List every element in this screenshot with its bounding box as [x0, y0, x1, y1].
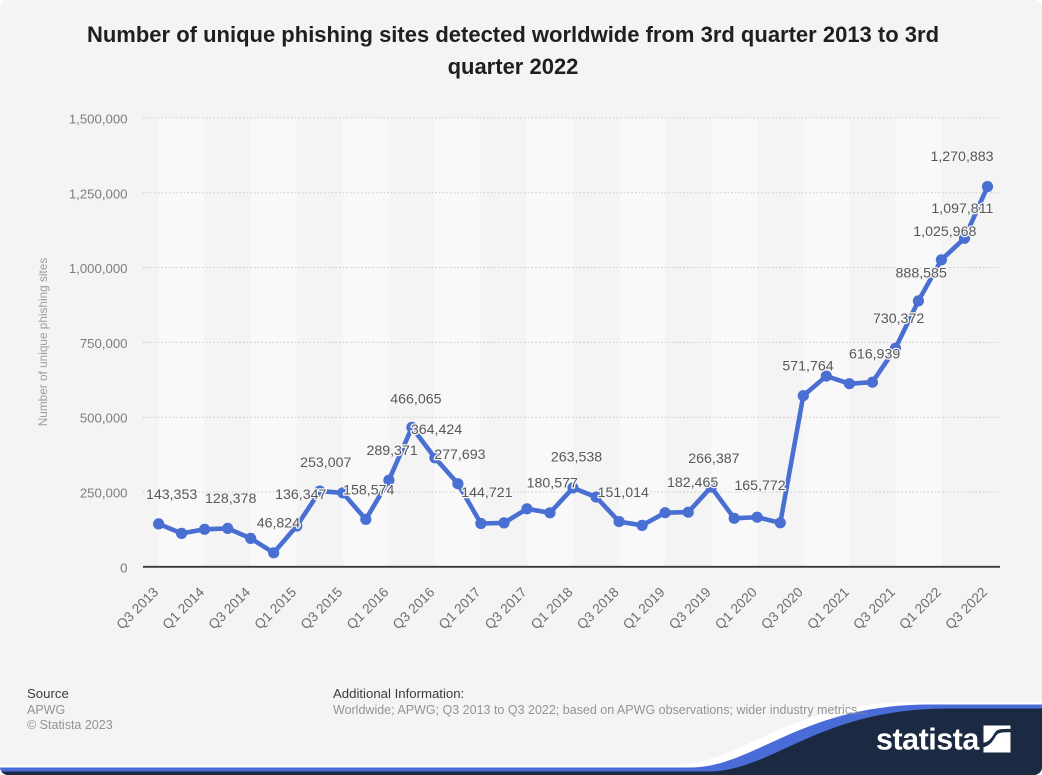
svg-text:Q3 2021: Q3 2021: [850, 585, 898, 633]
svg-text:Q1 2020: Q1 2020: [712, 584, 760, 632]
svg-text:Q3 2020: Q3 2020: [758, 584, 806, 632]
svg-text:730,372: 730,372: [873, 311, 924, 327]
svg-text:Q1 2016: Q1 2016: [344, 584, 392, 632]
svg-text:888,585: 888,585: [896, 266, 947, 282]
svg-text:Q1 2022: Q1 2022: [896, 585, 944, 633]
svg-text:Number of unique phishing site: Number of unique phishing sites: [36, 258, 50, 427]
svg-text:158,574: 158,574: [343, 483, 394, 499]
svg-text:144,721: 144,721: [461, 485, 512, 501]
svg-text:Q3 2018: Q3 2018: [574, 584, 622, 632]
svg-text:143,353: 143,353: [146, 487, 197, 503]
svg-text:1,250,000: 1,250,000: [69, 186, 128, 201]
svg-text:250,000: 250,000: [80, 486, 128, 501]
svg-text:571,764: 571,764: [782, 359, 833, 375]
svg-text:289,371: 289,371: [366, 443, 417, 459]
svg-text:1,500,000: 1,500,000: [69, 112, 128, 127]
svg-text:Q3 2013: Q3 2013: [113, 584, 161, 632]
svg-text:182,465: 182,465: [667, 475, 718, 491]
svg-text:Q3 2019: Q3 2019: [666, 585, 714, 633]
svg-text:466,065: 466,065: [390, 391, 441, 407]
svg-text:616,939: 616,939: [849, 347, 900, 363]
svg-text:128,378: 128,378: [205, 491, 256, 507]
svg-text:Q1 2018: Q1 2018: [528, 584, 576, 632]
svg-text:364,424: 364,424: [411, 422, 462, 438]
svg-text:Q3 2015: Q3 2015: [298, 584, 346, 632]
svg-text:Q1 2019: Q1 2019: [620, 585, 668, 633]
svg-text:151,014: 151,014: [598, 485, 649, 501]
svg-text:1,270,883: 1,270,883: [930, 149, 993, 165]
svg-text:253,007: 253,007: [300, 455, 351, 471]
svg-text:1,097,811: 1,097,811: [931, 201, 993, 217]
svg-text:1,025,968: 1,025,968: [913, 224, 976, 240]
svg-text:Q3 2017: Q3 2017: [482, 585, 530, 633]
svg-text:46,824: 46,824: [257, 516, 301, 532]
svg-text:Q1 2015: Q1 2015: [252, 584, 300, 632]
svg-text:1,000,000: 1,000,000: [69, 261, 128, 276]
svg-text:Q3 2016: Q3 2016: [390, 584, 438, 632]
svg-text:180,577: 180,577: [527, 475, 578, 491]
svg-text:Q3 2014: Q3 2014: [206, 584, 254, 632]
svg-text:277,693: 277,693: [434, 447, 485, 463]
svg-text:750,000: 750,000: [80, 336, 128, 351]
svg-text:statista: statista: [876, 723, 980, 757]
svg-text:136,347: 136,347: [275, 487, 326, 503]
svg-text:0: 0: [120, 560, 127, 575]
svg-text:Q1 2017: Q1 2017: [436, 585, 484, 633]
svg-text:Q3 2022: Q3 2022: [942, 585, 990, 633]
svg-text:500,000: 500,000: [80, 411, 128, 426]
svg-text:165,772: 165,772: [734, 478, 785, 494]
svg-text:266,387: 266,387: [688, 451, 739, 467]
svg-text:Q1 2021: Q1 2021: [804, 585, 852, 633]
svg-text:263,538: 263,538: [551, 450, 602, 466]
svg-text:Q1 2014: Q1 2014: [159, 584, 207, 632]
